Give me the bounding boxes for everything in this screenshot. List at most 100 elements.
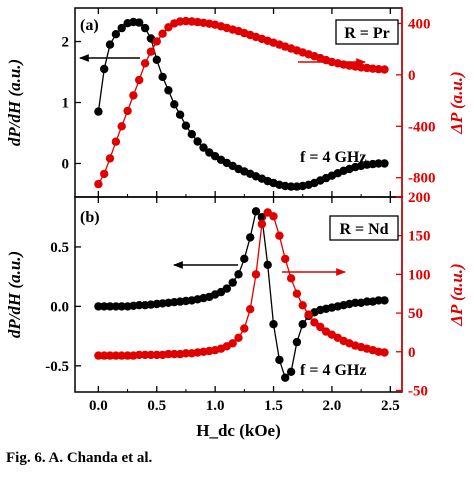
y-left-tick-label: 0.0 — [50, 299, 69, 315]
y-right-tick-label: -800 — [408, 171, 436, 187]
y-right-tick-label: 200 — [408, 190, 431, 206]
data-point-left — [135, 18, 144, 27]
x-tick-label: 1.5 — [264, 398, 283, 414]
data-point-right — [234, 333, 243, 342]
y-left-tick-label: 2 — [62, 35, 70, 51]
data-point-left — [199, 143, 208, 152]
data-point-right — [140, 350, 150, 360]
data-point-right — [111, 137, 121, 146]
data-point-right — [164, 23, 173, 32]
data-point-left — [111, 302, 121, 311]
x-tick-label: 2.0 — [323, 398, 342, 414]
data-point-right — [181, 349, 191, 358]
data-point-right — [100, 351, 109, 360]
y-right-tick-label: -400 — [408, 119, 436, 135]
frequency-label: f = 4 GHz — [300, 149, 366, 166]
data-point-right — [117, 122, 126, 131]
data-point-right — [94, 351, 103, 360]
panel-label: (a) — [80, 17, 99, 34]
data-point-right — [251, 270, 261, 279]
data-point-right — [158, 29, 167, 38]
data-point-left — [380, 159, 389, 168]
data-point-right — [135, 350, 144, 360]
y-left-axis-title: dP/dH (a.u.) — [5, 59, 24, 146]
y-right-tick-label: 50 — [408, 306, 423, 322]
data-point-left — [351, 298, 360, 307]
data-point-right — [228, 339, 237, 348]
data-point-right — [269, 212, 278, 221]
x-tick-label: 0.0 — [89, 398, 108, 414]
data-point-left — [175, 110, 185, 119]
x-tick-label: 2.5 — [381, 398, 400, 414]
data-point-right — [380, 348, 389, 357]
data-point-left — [234, 270, 243, 279]
data-point-right — [316, 322, 325, 332]
data-point-right — [286, 274, 296, 283]
data-point-left — [228, 278, 237, 287]
data-point-right — [257, 219, 267, 229]
y-right-axis-title: ΔP (a.u.) — [447, 263, 466, 326]
data-point-left — [292, 337, 302, 347]
sample-tag: R = Pr — [344, 25, 390, 42]
data-point-left — [140, 23, 150, 33]
data-point-left — [298, 320, 307, 329]
data-point-left — [117, 23, 126, 33]
data-point-left — [94, 107, 103, 116]
y-right-tick-label: 0 — [408, 345, 416, 361]
data-point-right — [105, 154, 115, 163]
data-point-right — [152, 37, 161, 46]
data-point-left — [193, 137, 202, 146]
data-point-right — [292, 289, 302, 298]
data-point-right — [310, 318, 319, 327]
data-point-left — [111, 30, 121, 39]
data-point-right — [240, 324, 249, 333]
panel-a: 0 1 2 -800 -400 0 400 (a) R = Pr f = 4 GHz dP/dH (… — [5, 7, 466, 198]
data-point-right — [246, 305, 255, 314]
y-left-tick-label: 1 — [62, 96, 70, 112]
data-point-left — [100, 64, 109, 74]
data-point-right — [117, 351, 126, 360]
data-point-right — [100, 169, 109, 179]
x-tick-label: 0.5 — [147, 398, 166, 414]
data-point-left — [187, 130, 196, 139]
data-point-left — [286, 367, 296, 376]
data-point-right — [94, 179, 103, 189]
sample-tag: R = Nd — [339, 221, 388, 238]
data-point-right — [105, 351, 115, 360]
y-left-tick-label: -0.5 — [45, 359, 69, 375]
panel-label: (b) — [80, 209, 100, 226]
y-right-tick-label: 400 — [408, 16, 431, 32]
data-point-right — [374, 65, 383, 74]
data-point-left — [374, 159, 383, 168]
y-right-tick-label: -50 — [408, 383, 428, 399]
data-point-left — [286, 182, 296, 191]
data-point-left — [100, 302, 109, 311]
data-point-right — [146, 47, 156, 56]
data-point-right — [146, 350, 156, 360]
data-point-right — [298, 301, 307, 310]
data-point-right — [164, 349, 173, 359]
data-point-right — [111, 351, 121, 360]
y-left-axis-title: dP/dH (a.u.) — [5, 251, 24, 338]
data-point-left — [105, 302, 115, 311]
y-right-tick-label: 0 — [408, 68, 416, 84]
data-point-right — [275, 231, 284, 240]
data-point-right — [380, 65, 389, 74]
data-point-right — [281, 254, 290, 264]
data-point-left — [380, 296, 389, 305]
data-point-right — [135, 75, 144, 85]
data-point-left — [170, 100, 179, 109]
data-point-right — [123, 106, 132, 116]
data-point-left — [117, 302, 126, 311]
tag-box — [329, 215, 399, 241]
data-point-left — [94, 302, 103, 311]
y-left-tick-label: 0.5 — [50, 240, 69, 256]
y-right-tick-label: 100 — [408, 267, 431, 283]
frequency-label: f = 4 GHz — [300, 362, 366, 379]
data-point-left — [246, 233, 255, 242]
data-point-left — [362, 297, 372, 306]
figure-caption: Fig. 6. A. Chanda et al. — [6, 450, 153, 466]
data-point-left — [105, 40, 115, 49]
data-point-left — [158, 72, 167, 82]
